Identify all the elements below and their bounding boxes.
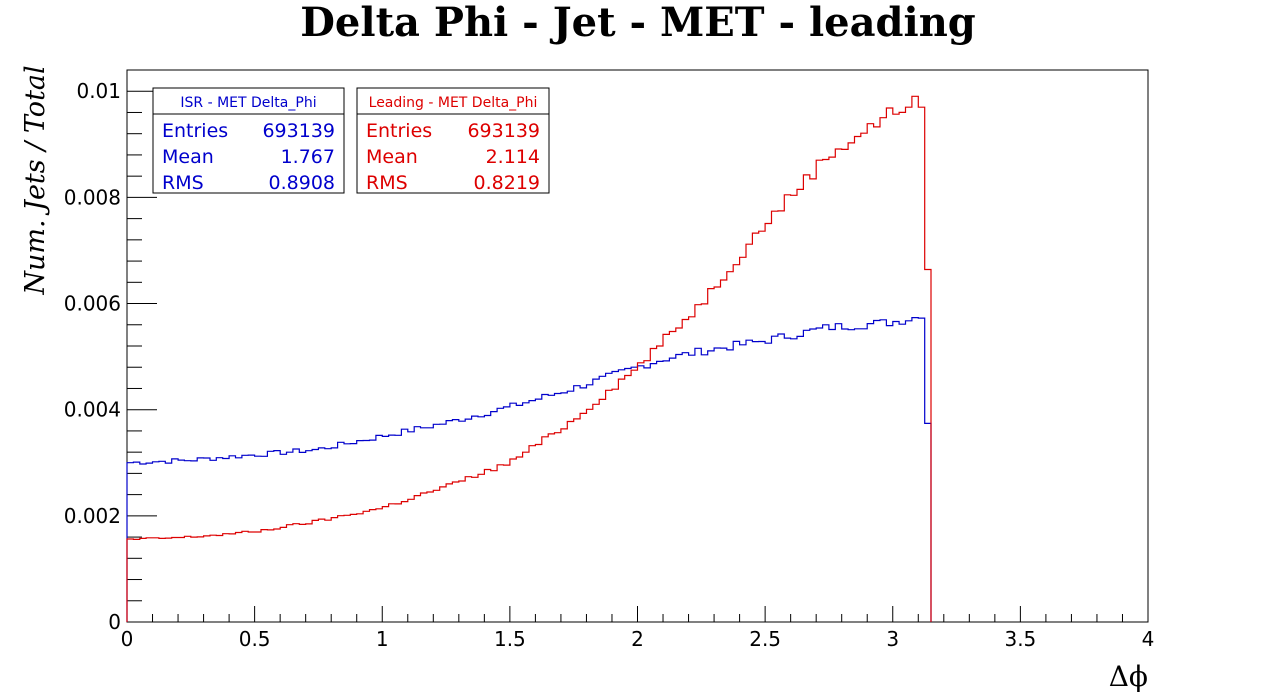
x-axis: 0 0.5 1 1.5 2 2.5 3 3.5 4: [121, 606, 1155, 651]
y-tick-label: 0.004: [64, 398, 121, 422]
x-tick-label: 2: [631, 627, 644, 651]
stats-rms-value: 0.8908: [269, 172, 335, 194]
stats-rms-value: 0.8219: [474, 172, 540, 194]
stats-title: ISR - MET Delta_Phi: [180, 95, 316, 111]
x-tick-label: 4: [1142, 627, 1155, 651]
stats-mean-label: Mean: [366, 146, 418, 168]
stats-title: Leading - MET Delta_Phi: [369, 95, 538, 111]
stats-box-border: [152, 87, 345, 194]
y-tick-label: 0: [108, 610, 121, 634]
x-tick-label: 3: [886, 627, 899, 651]
x-tick-label: 1.5: [494, 627, 526, 651]
series-line-isr: [126, 317, 932, 622]
stats-mean-value: 2.114: [486, 146, 540, 168]
stats-box-isr: ISR - MET Delta_Phi Entries 693139 Mean 1.76…: [152, 87, 345, 194]
stats-mean-value: 1.767: [281, 146, 335, 168]
stats-box-leading: Leading - MET Delta_Phi Entries 693139 Mean…: [356, 87, 550, 194]
stats-mean-label: Mean: [162, 146, 214, 168]
series-layer: [126, 95, 932, 622]
chart-title: Delta Phi - Jet - MET - leading: [300, 0, 976, 46]
x-axis-label: Δϕ: [1109, 660, 1148, 692]
stats-entries-value: 693139: [262, 120, 335, 142]
stats-entries-label: Entries: [162, 120, 228, 142]
stats-layer: ISR - MET Delta_Phi Entries 693139 Mean 1.76…: [152, 87, 550, 194]
x-tick-label: 0: [121, 627, 134, 651]
stats-entries-value: 693139: [467, 120, 540, 142]
stats-rms-label: RMS: [366, 172, 408, 194]
x-tick-label: 3.5: [1004, 627, 1036, 651]
x-tick-label: 1: [376, 627, 389, 651]
y-tick-label: 0.008: [64, 185, 121, 209]
y-axis: 0 0.002 0.004 0.006 0.008 0.01: [64, 69, 157, 634]
y-axis-label: Num. Jets / Total: [20, 65, 51, 295]
series-line-leading: [126, 95, 932, 622]
y-tick-label: 0.01: [76, 79, 121, 103]
stats-rms-label: RMS: [162, 172, 204, 194]
x-tick-label: 0.5: [239, 627, 271, 651]
stats-entries-label: Entries: [366, 120, 432, 142]
x-tick-label: 2.5: [749, 627, 781, 651]
y-tick-label: 0.006: [64, 292, 121, 316]
y-tick-label: 0.002: [64, 504, 121, 528]
stats-box-border: [356, 87, 550, 194]
